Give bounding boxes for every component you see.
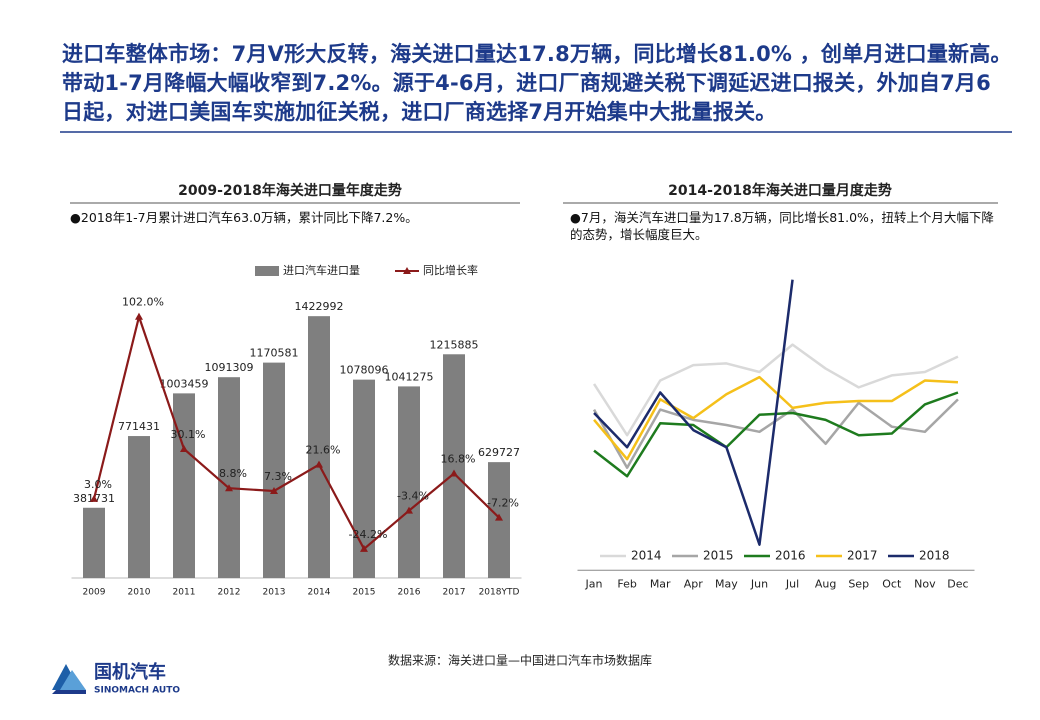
bar bbox=[218, 377, 240, 578]
x-tick-label: 2018YTD bbox=[479, 588, 520, 598]
x-tick-label: Jul bbox=[785, 577, 799, 590]
data-label: 3.0% bbox=[84, 478, 112, 491]
x-tick-label: 2017 bbox=[443, 588, 466, 598]
legend-label: 进口汽车进口量 bbox=[283, 263, 360, 277]
line-marker bbox=[450, 469, 458, 477]
x-tick-label: Jan bbox=[585, 577, 603, 590]
data-label: 1078096 bbox=[340, 364, 389, 377]
source-note: 数据来源：海关进口量—中国进口汽车市场数据库 bbox=[388, 653, 652, 668]
line-marker bbox=[405, 506, 413, 514]
data-label: 21.6% bbox=[306, 444, 341, 457]
data-label: -7.2% bbox=[487, 497, 519, 510]
x-tick-label: Aug bbox=[815, 577, 836, 590]
line-marker bbox=[270, 486, 278, 494]
x-tick-label: Mar bbox=[650, 577, 671, 590]
data-label: 1170581 bbox=[250, 347, 299, 360]
logo-mark bbox=[52, 690, 86, 694]
x-tick-label: 2014 bbox=[308, 588, 331, 598]
bar bbox=[263, 362, 285, 578]
legend-swatch bbox=[403, 267, 411, 274]
x-tick-label: Dec bbox=[947, 577, 968, 590]
legend-label: 2014 bbox=[631, 549, 662, 563]
data-label: -3.4% bbox=[397, 490, 429, 503]
legend-label: 同比增长率 bbox=[423, 263, 478, 277]
bar bbox=[353, 379, 375, 578]
x-tick-label: 2010 bbox=[128, 588, 151, 598]
logo-name: 国机汽车 bbox=[94, 661, 166, 683]
data-label: 16.8% bbox=[441, 452, 476, 465]
legend-label: 2015 bbox=[703, 549, 734, 563]
data-label: 30.1% bbox=[171, 428, 206, 441]
x-tick-label: Apr bbox=[684, 577, 704, 590]
line-marker bbox=[180, 445, 188, 453]
legend-label: 2016 bbox=[775, 549, 806, 563]
bar bbox=[173, 393, 195, 578]
line-marker bbox=[495, 513, 503, 521]
chart-title: 2009-2018年海关进口量年度走势 bbox=[178, 182, 402, 199]
data-label: 1003459 bbox=[160, 377, 209, 390]
headline: 进口车整体市场：7月V形大反转，海关进口量达17.8万辆，同比增长81.0% ，… bbox=[62, 42, 1012, 124]
logo: 国机汽车 SINOMACH AUTO bbox=[52, 661, 180, 696]
data-label: 1091309 bbox=[205, 361, 254, 374]
x-tick-label: Oct bbox=[882, 577, 902, 590]
x-tick-label: 2015 bbox=[353, 588, 376, 598]
data-label: 771431 bbox=[118, 420, 160, 433]
line-marker bbox=[315, 460, 323, 468]
line-marker bbox=[135, 312, 143, 320]
legend-label: 2018 bbox=[919, 549, 950, 563]
bar bbox=[308, 316, 330, 578]
chart-note: ●7月，海关汽车进口量为17.8万辆，同比增长81.0%，扭转上个月大幅下降的态… bbox=[570, 210, 994, 242]
data-label: -24.2% bbox=[349, 528, 388, 541]
data-label: 629727 bbox=[478, 446, 520, 459]
legend-label: 2017 bbox=[847, 549, 878, 563]
x-tick-label: Jun bbox=[750, 577, 768, 590]
data-label: 1422992 bbox=[295, 300, 344, 313]
logo-mark bbox=[60, 670, 86, 690]
chart-note: ●2018年1-7月累计进口汽车63.0万辆，累计同比下降7.2%。 bbox=[70, 210, 418, 225]
series-line bbox=[593, 279, 794, 546]
data-label: 1041275 bbox=[385, 370, 434, 383]
chart-title: 2014-2018年海关进口量月度走势 bbox=[668, 182, 892, 199]
x-tick-label: 2011 bbox=[173, 588, 196, 598]
data-label: 7.3% bbox=[264, 470, 292, 483]
logo-english: SINOMACH AUTO bbox=[94, 686, 180, 696]
bar bbox=[128, 436, 150, 578]
x-tick-label: 2016 bbox=[398, 588, 421, 598]
x-tick-label: 2009 bbox=[83, 588, 106, 598]
line-marker bbox=[90, 494, 98, 502]
x-tick-label: 2012 bbox=[218, 588, 241, 598]
line-marker bbox=[225, 484, 233, 492]
series-line bbox=[593, 375, 959, 461]
bar bbox=[398, 386, 420, 578]
bar bbox=[443, 354, 465, 578]
growth-line bbox=[92, 312, 500, 551]
x-tick-label: 2013 bbox=[263, 588, 286, 598]
legend-swatch bbox=[255, 266, 279, 276]
data-label: 102.0% bbox=[122, 296, 164, 309]
series-line bbox=[592, 343, 959, 437]
x-tick-label: Feb bbox=[617, 577, 636, 590]
bar bbox=[83, 507, 105, 578]
data-label: 8.8% bbox=[219, 467, 247, 480]
x-tick-label: May bbox=[715, 577, 738, 590]
data-label: 1215885 bbox=[430, 338, 479, 351]
x-tick-label: Nov bbox=[914, 577, 936, 590]
x-tick-label: Sep bbox=[848, 577, 869, 590]
line-marker bbox=[360, 544, 368, 552]
